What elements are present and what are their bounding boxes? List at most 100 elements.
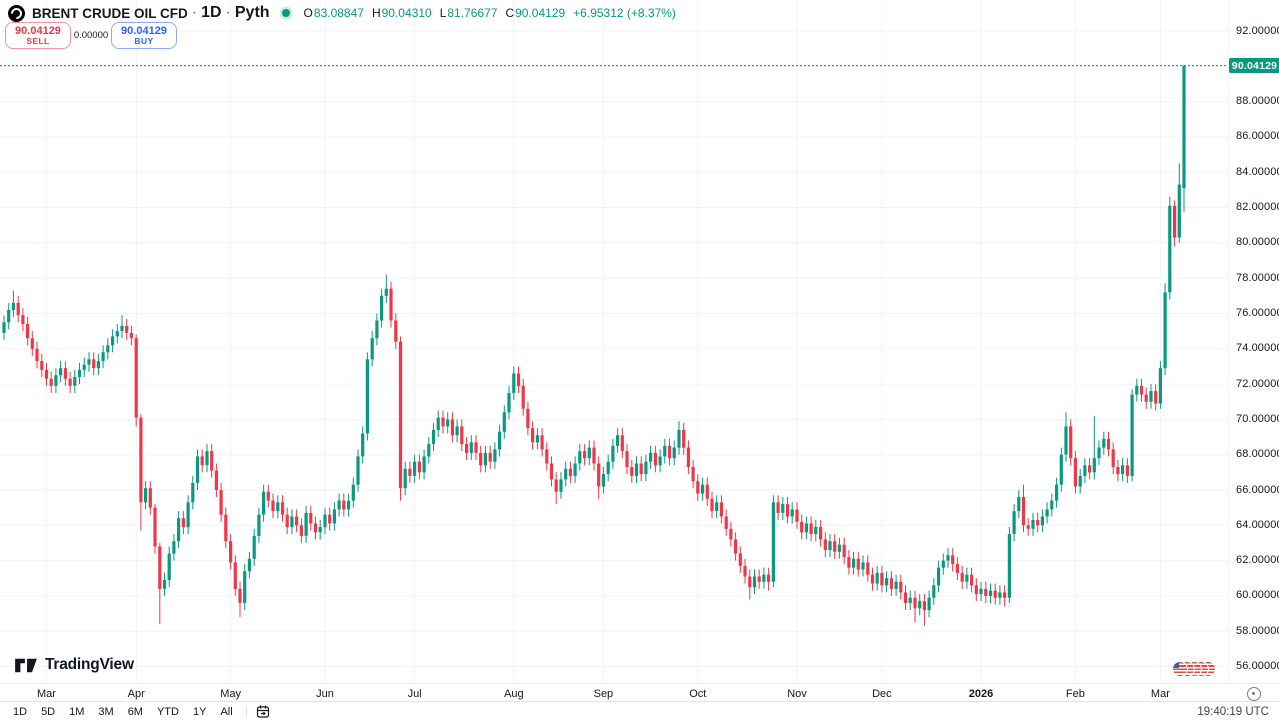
candlestick xyxy=(1102,431,1106,455)
candlestick xyxy=(1007,527,1011,603)
candlestick xyxy=(880,565,884,593)
candlestick xyxy=(474,435,478,460)
candlestick xyxy=(649,445,653,469)
candlestick xyxy=(984,581,988,603)
time-tick-label: Nov xyxy=(787,688,807,700)
candlestick xyxy=(1026,518,1030,536)
event-flags[interactable] xyxy=(1172,661,1216,677)
candlestick xyxy=(172,534,176,561)
price-axis[interactable]: 92.00000 88.00000 86.00000 84.00000 82.00000… xyxy=(1228,0,1279,683)
candlestick xyxy=(941,553,945,575)
candlestick xyxy=(332,502,336,531)
axis-settings-icon[interactable] xyxy=(1246,686,1261,701)
price-tick-label: 70.00000 xyxy=(1236,412,1279,425)
candlestick xyxy=(337,493,341,517)
price-tick-label: 78.00000 xyxy=(1236,271,1279,284)
candlestick xyxy=(257,507,261,543)
price-tick-label: 58.00000 xyxy=(1236,624,1279,637)
tradingview-attribution[interactable]: TradingView xyxy=(14,656,134,674)
buy-button[interactable]: 90.04129 BUY xyxy=(111,22,177,49)
range-button-5d[interactable]: 5D xyxy=(41,705,56,718)
candlestick xyxy=(918,594,922,616)
candlestick xyxy=(701,477,705,501)
time-axis[interactable]: Mar Apr May Jun Jul Aug Sep Oct Nov Dec 2026 Feb Mar xyxy=(0,683,1228,703)
price-tick-label: 64.00000 xyxy=(1236,518,1279,531)
candlestick xyxy=(970,567,974,593)
candlestick xyxy=(804,516,808,540)
candlestick xyxy=(1106,431,1111,457)
candlestick xyxy=(837,537,841,559)
time-tick-label: Dec xyxy=(872,688,892,700)
candlestick xyxy=(361,426,365,464)
candlestick xyxy=(1021,484,1026,533)
candlestick xyxy=(276,495,280,519)
clock-utc[interactable]: 19:40:19 UTC xyxy=(1197,705,1269,718)
interval-label[interactable]: 1D xyxy=(201,4,222,21)
chart-pane[interactable]: BRENT CRUDE OIL CFD · 1D · Pyth O83.0884… xyxy=(0,0,1228,683)
candlestick xyxy=(450,412,454,443)
candlestick xyxy=(455,419,459,443)
candlestick xyxy=(1111,442,1115,475)
candlestick xyxy=(493,442,497,469)
tradingview-logo-icon xyxy=(15,658,37,672)
range-button-ytd[interactable]: YTD xyxy=(156,705,179,718)
tradingview-logo-text: TradingView xyxy=(45,656,134,673)
candlestick xyxy=(1182,65,1186,212)
candlestick xyxy=(1059,447,1063,492)
candlestick xyxy=(11,290,15,317)
candlestick xyxy=(1177,163,1181,243)
data-provider-label[interactable]: Pyth xyxy=(234,4,270,21)
candlestick xyxy=(26,317,30,346)
candlestick xyxy=(266,484,270,508)
range-button-1m[interactable]: 1M xyxy=(69,705,85,718)
candlestick xyxy=(809,516,813,542)
market-status-icon[interactable] xyxy=(281,9,290,17)
price-tick-label: 80.00000 xyxy=(1236,236,1279,249)
candlestick xyxy=(125,318,129,340)
candlestick xyxy=(516,366,521,393)
candlestick xyxy=(719,495,723,524)
sell-button[interactable]: 90.04129 SELL xyxy=(5,22,71,49)
toolbar-divider xyxy=(245,706,247,717)
candlestick xyxy=(559,472,563,499)
candlestick xyxy=(526,401,530,436)
candlestick xyxy=(682,422,686,455)
range-button-1y[interactable]: 1Y xyxy=(192,705,207,718)
spread-value: 0.00000 xyxy=(73,30,109,41)
candlestick xyxy=(993,583,997,605)
range-button-3m[interactable]: 3M xyxy=(98,705,114,718)
candlestick xyxy=(214,463,218,497)
range-button-1d[interactable]: 1D xyxy=(13,705,28,718)
candlestick xyxy=(771,495,775,588)
price-tick-label: 72.00000 xyxy=(1236,377,1279,390)
candlestick-chart[interactable] xyxy=(0,0,1228,683)
candlestick xyxy=(247,551,251,579)
symbol-logo-icon[interactable] xyxy=(8,4,25,22)
candlestick xyxy=(460,419,464,452)
candlestick xyxy=(238,581,242,618)
price-tick-label: 56.00000 xyxy=(1236,660,1279,672)
candlestick xyxy=(1149,384,1153,409)
candlestick xyxy=(1088,458,1092,480)
candlestick xyxy=(644,454,648,482)
candlestick xyxy=(885,571,889,593)
price-tick-label: 76.00000 xyxy=(1236,306,1279,319)
candlestick xyxy=(1173,200,1177,247)
price-tick-label: 92.00000 xyxy=(1236,24,1279,37)
range-button-all[interactable]: All xyxy=(220,705,233,718)
goto-date-icon[interactable] xyxy=(255,704,271,720)
range-button-6m[interactable]: 6M xyxy=(127,705,143,718)
candlestick xyxy=(262,484,266,522)
symbol-name[interactable]: BRENT CRUDE OIL CFD xyxy=(32,5,188,21)
candlestick xyxy=(535,428,539,450)
candlestick xyxy=(139,414,143,531)
candlestick xyxy=(304,505,308,543)
candlestick xyxy=(861,555,865,577)
candlestick xyxy=(762,567,766,589)
time-tick-label: Feb xyxy=(1065,688,1085,700)
symbol-header: BRENT CRUDE OIL CFD · 1D · Pyth O83.0884… xyxy=(8,3,676,23)
candlestick xyxy=(729,521,733,547)
candlestick xyxy=(290,509,294,535)
candlestick xyxy=(828,534,832,558)
close-label: C xyxy=(505,6,515,20)
